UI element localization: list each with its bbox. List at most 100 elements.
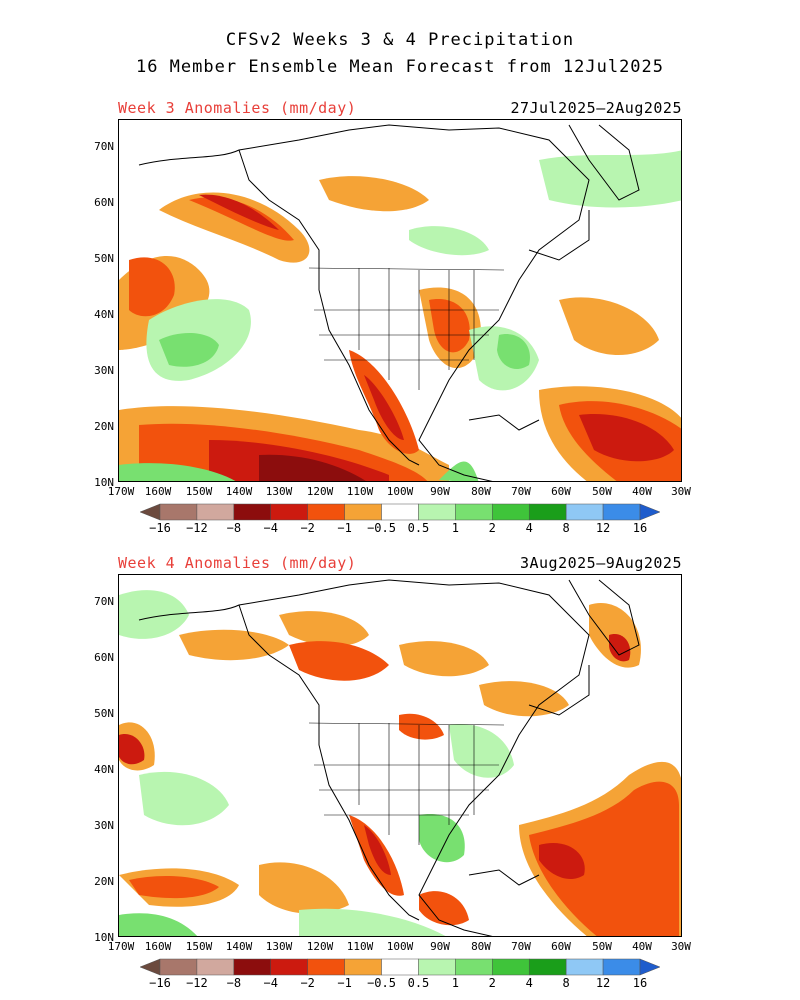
colorbar-swatch xyxy=(159,503,198,521)
panel-1-colorbar: −16 −12 −8 −4 −2 −1 −0.5 0.5 1 2 4 8 12 16 xyxy=(139,503,661,535)
lat-label: 20N xyxy=(94,875,114,888)
colorbar-swatch xyxy=(139,503,161,521)
colorbar-swatch xyxy=(455,958,493,976)
colorbar-tick-label: 16 xyxy=(632,521,648,535)
week3-anomaly-map xyxy=(118,119,682,482)
colorbar-tick-label: 8 xyxy=(562,976,570,990)
lon-label: 150W xyxy=(185,940,213,953)
colorbar-tick-label: 12 xyxy=(595,521,611,535)
panel-2-title: Week 4 Anomalies (mm/day) xyxy=(118,554,357,572)
colorbar-swatch xyxy=(602,958,641,976)
colorbar-swatch xyxy=(307,958,345,976)
colorbar-swatch xyxy=(344,503,382,521)
colorbar-swatch xyxy=(233,503,272,521)
colorbar-tick-label: −1 xyxy=(337,521,352,535)
lon-label: 90W xyxy=(430,485,450,498)
lat-label: 40N xyxy=(94,308,114,321)
colorbar-swatches xyxy=(139,503,661,521)
colorbar-tick-label: 1 xyxy=(451,521,459,535)
lon-label: 40W xyxy=(632,940,652,953)
colorbar-swatch xyxy=(565,503,604,521)
colorbar-swatch xyxy=(528,503,567,521)
lon-label: 30W xyxy=(671,485,691,498)
panel-2-colorbar: −16 −12 −8 −4 −2 −1 −0.5 0.5 1 2 4 8 12 16 xyxy=(139,958,661,990)
colorbar-tick-label: −0.5 xyxy=(367,521,396,535)
lon-label: 160W xyxy=(144,940,172,953)
colorbar-tick-label: −8 xyxy=(226,976,242,990)
colorbar-swatch xyxy=(196,503,235,521)
colorbar-swatch xyxy=(196,958,235,976)
colorbar-swatch xyxy=(381,958,419,976)
colorbar-tick-label: −16 xyxy=(149,976,171,990)
week3-map-canvas xyxy=(119,124,681,481)
colorbar-tick-label: −0.5 xyxy=(367,976,396,990)
colorbar-tick-label: −4 xyxy=(263,521,278,535)
colorbar-swatch xyxy=(528,958,567,976)
colorbar-tick-label: 8 xyxy=(562,521,570,535)
colorbar-swatches xyxy=(139,958,661,976)
lon-label: 120W xyxy=(306,940,334,953)
colorbar-tick-label: 2 xyxy=(488,976,496,990)
colorbar-swatch xyxy=(639,958,661,976)
lon-label: 60W xyxy=(551,485,571,498)
lon-label: 160W xyxy=(144,485,172,498)
panel-1-title: Week 3 Anomalies (mm/day) xyxy=(118,99,357,117)
colorbar-tick-label: 2 xyxy=(488,521,496,535)
lon-label: 40W xyxy=(632,485,652,498)
lat-label: 10N xyxy=(94,931,114,944)
lon-label: 130W xyxy=(265,485,293,498)
colorbar-swatch xyxy=(270,958,308,976)
lon-label: 120W xyxy=(306,485,334,498)
panel-2-dates: 3Aug2025–9Aug2025 xyxy=(519,554,682,572)
lat-label: 50N xyxy=(94,707,114,720)
chart-title-line-1: CFSv2 Weeks 3 & 4 Precipitation xyxy=(225,30,575,50)
lon-label: 80W xyxy=(471,485,491,498)
lat-label: 40N xyxy=(94,763,114,776)
lat-label: 70N xyxy=(94,140,114,153)
lat-label: 60N xyxy=(94,651,114,664)
lon-label: 30W xyxy=(671,940,691,953)
colorbar-tick-label: −4 xyxy=(263,976,278,990)
lat-label: 70N xyxy=(94,595,114,608)
colorbar-tick-label: −12 xyxy=(186,976,208,990)
lat-label: 50N xyxy=(94,252,114,265)
lon-label: 170W xyxy=(107,940,135,953)
colorbar-swatch xyxy=(159,958,198,976)
panel-1-dates: 27Jul2025–2Aug2025 xyxy=(510,99,682,117)
week3-anomaly-fill xyxy=(119,150,681,481)
lon-label: 50W xyxy=(592,485,612,498)
lon-label: 110W xyxy=(346,940,374,953)
week4-map-canvas xyxy=(119,579,681,936)
lon-label: 80W xyxy=(471,940,491,953)
colorbar-swatch xyxy=(307,503,345,521)
lon-label: 170W xyxy=(107,485,135,498)
lon-label: 150W xyxy=(185,485,213,498)
colorbar-tick-label: −8 xyxy=(226,521,242,535)
lon-label: 140W xyxy=(225,485,253,498)
colorbar-tick-label: 1 xyxy=(451,976,459,990)
colorbar-swatch xyxy=(344,958,382,976)
lon-label: 130W xyxy=(265,940,293,953)
lon-label: 100W xyxy=(386,485,414,498)
state-borders xyxy=(308,722,505,845)
colorbar-swatch xyxy=(639,503,661,521)
lon-label: 140W xyxy=(225,940,253,953)
lon-label: 70W xyxy=(511,940,531,953)
colorbar-tick-label: −2 xyxy=(300,521,315,535)
colorbar-swatch xyxy=(492,503,530,521)
state-borders xyxy=(308,267,505,390)
week4-anomaly-map xyxy=(118,574,682,937)
lat-label: 30N xyxy=(94,364,114,377)
colorbar-swatch xyxy=(565,958,604,976)
colorbar-swatch xyxy=(492,958,530,976)
colorbar-tick-label: −1 xyxy=(337,976,352,990)
colorbar-swatch xyxy=(233,958,272,976)
colorbar-tick-label: 16 xyxy=(632,976,648,990)
colorbar-tick-label: −2 xyxy=(300,976,315,990)
week4-anomaly-fill xyxy=(119,590,681,936)
lat-label: 60N xyxy=(94,196,114,209)
chart-title-line-2: 16 Member Ensemble Mean Forecast from 12… xyxy=(135,57,665,77)
coastlines xyxy=(138,124,640,481)
lon-label: 110W xyxy=(346,485,374,498)
colorbar-swatch xyxy=(270,503,308,521)
